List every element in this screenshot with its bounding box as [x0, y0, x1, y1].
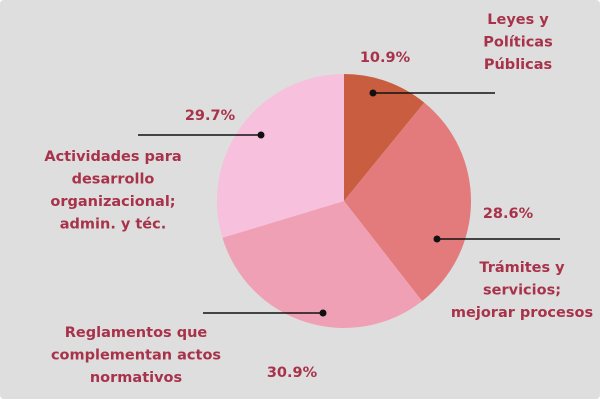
value-label: 29.7%	[185, 108, 236, 124]
leader-dot	[369, 89, 377, 97]
value-label: 10.9%	[360, 50, 411, 66]
slice-label: Trámites y servicios; mejorar procesos	[451, 260, 593, 321]
leader-dot	[433, 235, 441, 243]
leader-dot	[257, 131, 265, 139]
slice-label: Reglamentos que complementan actos normati…	[51, 325, 221, 386]
pie-slice	[217, 74, 344, 238]
value-label: 30.9%	[267, 365, 318, 381]
pie-slice	[344, 102, 471, 302]
pie-slice	[222, 201, 423, 328]
pie-slice	[344, 74, 425, 201]
value-label: 28.6%	[483, 206, 534, 222]
slice-label: Actividades para desarrollo organizacional…	[44, 149, 181, 233]
slice-label: Leyes y Políticas Públicas	[483, 12, 552, 73]
leader-dot	[319, 309, 327, 317]
